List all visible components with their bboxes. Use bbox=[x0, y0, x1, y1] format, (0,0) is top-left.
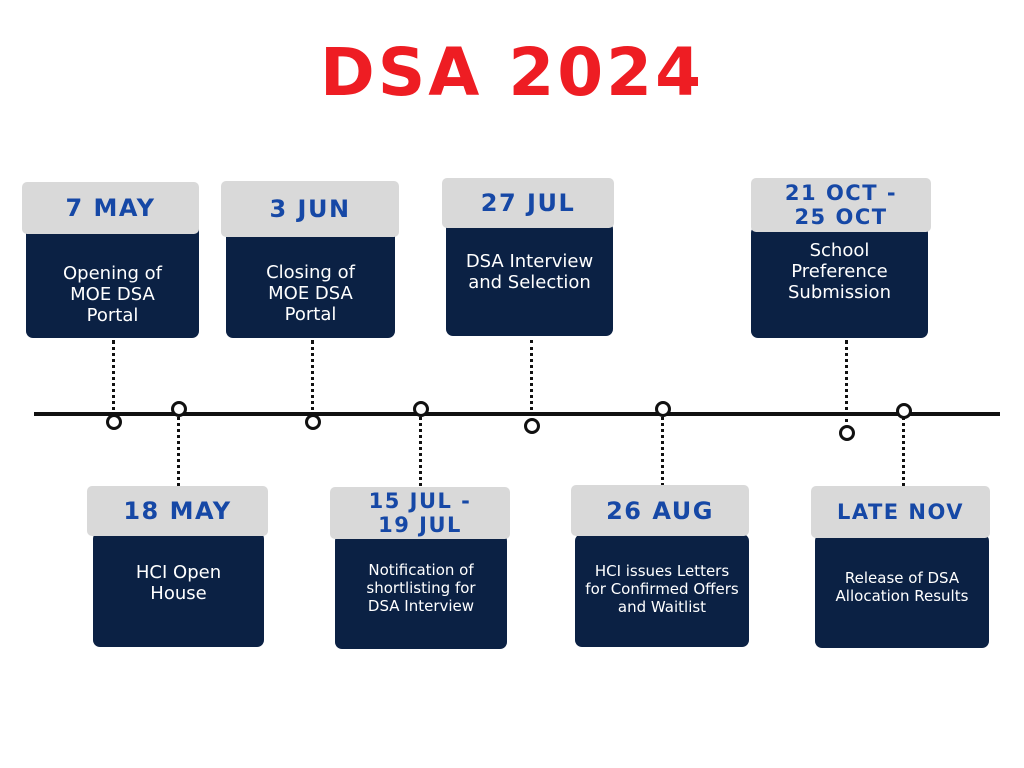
timeline-node-21-oct bbox=[839, 425, 855, 441]
event-date-tab: 18 May bbox=[87, 486, 268, 536]
connector-top-4 bbox=[845, 340, 848, 430]
event-description: School Preference Submission bbox=[788, 239, 891, 303]
timeline-node-late-nov bbox=[896, 403, 912, 419]
page-title: DSA 2024 bbox=[319, 34, 705, 111]
timeline-node-3-jun bbox=[305, 414, 321, 430]
timeline-node-15-jul bbox=[413, 401, 429, 417]
event-description: DSA Interview and Selection bbox=[465, 251, 594, 293]
event-card-body: School Preference Submission bbox=[751, 226, 928, 338]
event-date-tab: 27 Jul bbox=[442, 178, 614, 228]
connector-bottom-4 bbox=[902, 412, 905, 486]
event-description: Opening of MOE DSA Portal bbox=[63, 262, 162, 326]
event-card-body: HCI issues Letters for Confirmed Offers … bbox=[575, 534, 749, 647]
timeline-line bbox=[34, 412, 1000, 416]
event-description: Notification of shortlisting for DSA Int… bbox=[366, 560, 476, 615]
event-date-tab: 15 Jul - 19 Jul bbox=[330, 487, 510, 539]
connector-top-2 bbox=[311, 340, 314, 418]
event-date-tab: 21 Oct - 25 Oct bbox=[751, 178, 931, 232]
event-date-tab: 26 Aug bbox=[571, 485, 749, 536]
event-description: HCI issues Letters for Confirmed Offers … bbox=[585, 561, 739, 616]
event-card-body: HCI Open House bbox=[93, 532, 264, 647]
event-date-tab: 3 Jun bbox=[221, 181, 399, 237]
timeline-node-18-may bbox=[171, 401, 187, 417]
event-description: Closing of MOE DSA Portal bbox=[266, 261, 355, 325]
event-card-body: DSA Interview and Selection bbox=[446, 222, 613, 336]
timeline-node-26-aug bbox=[655, 401, 671, 417]
event-description: HCI Open House bbox=[135, 561, 222, 604]
connector-bottom-3 bbox=[661, 412, 664, 486]
connector-top-1 bbox=[112, 340, 115, 418]
timeline-node-7-may bbox=[106, 414, 122, 430]
event-date-tab: 7 May bbox=[22, 182, 199, 234]
connector-bottom-2 bbox=[419, 412, 422, 486]
event-description: Release of DSA Allocation Results bbox=[835, 569, 969, 605]
event-card-body: Notification of shortlisting for DSA Int… bbox=[335, 534, 507, 649]
event-date-tab: Late Nov bbox=[811, 486, 990, 538]
event-card-body: Release of DSA Allocation Results bbox=[815, 534, 989, 648]
connector-top-3 bbox=[530, 340, 533, 423]
timeline-node-27-jul bbox=[524, 418, 540, 434]
connector-bottom-1 bbox=[177, 412, 180, 486]
event-card-body: Opening of MOE DSA Portal bbox=[26, 224, 199, 338]
event-card-body: Closing of MOE DSA Portal bbox=[226, 228, 395, 338]
